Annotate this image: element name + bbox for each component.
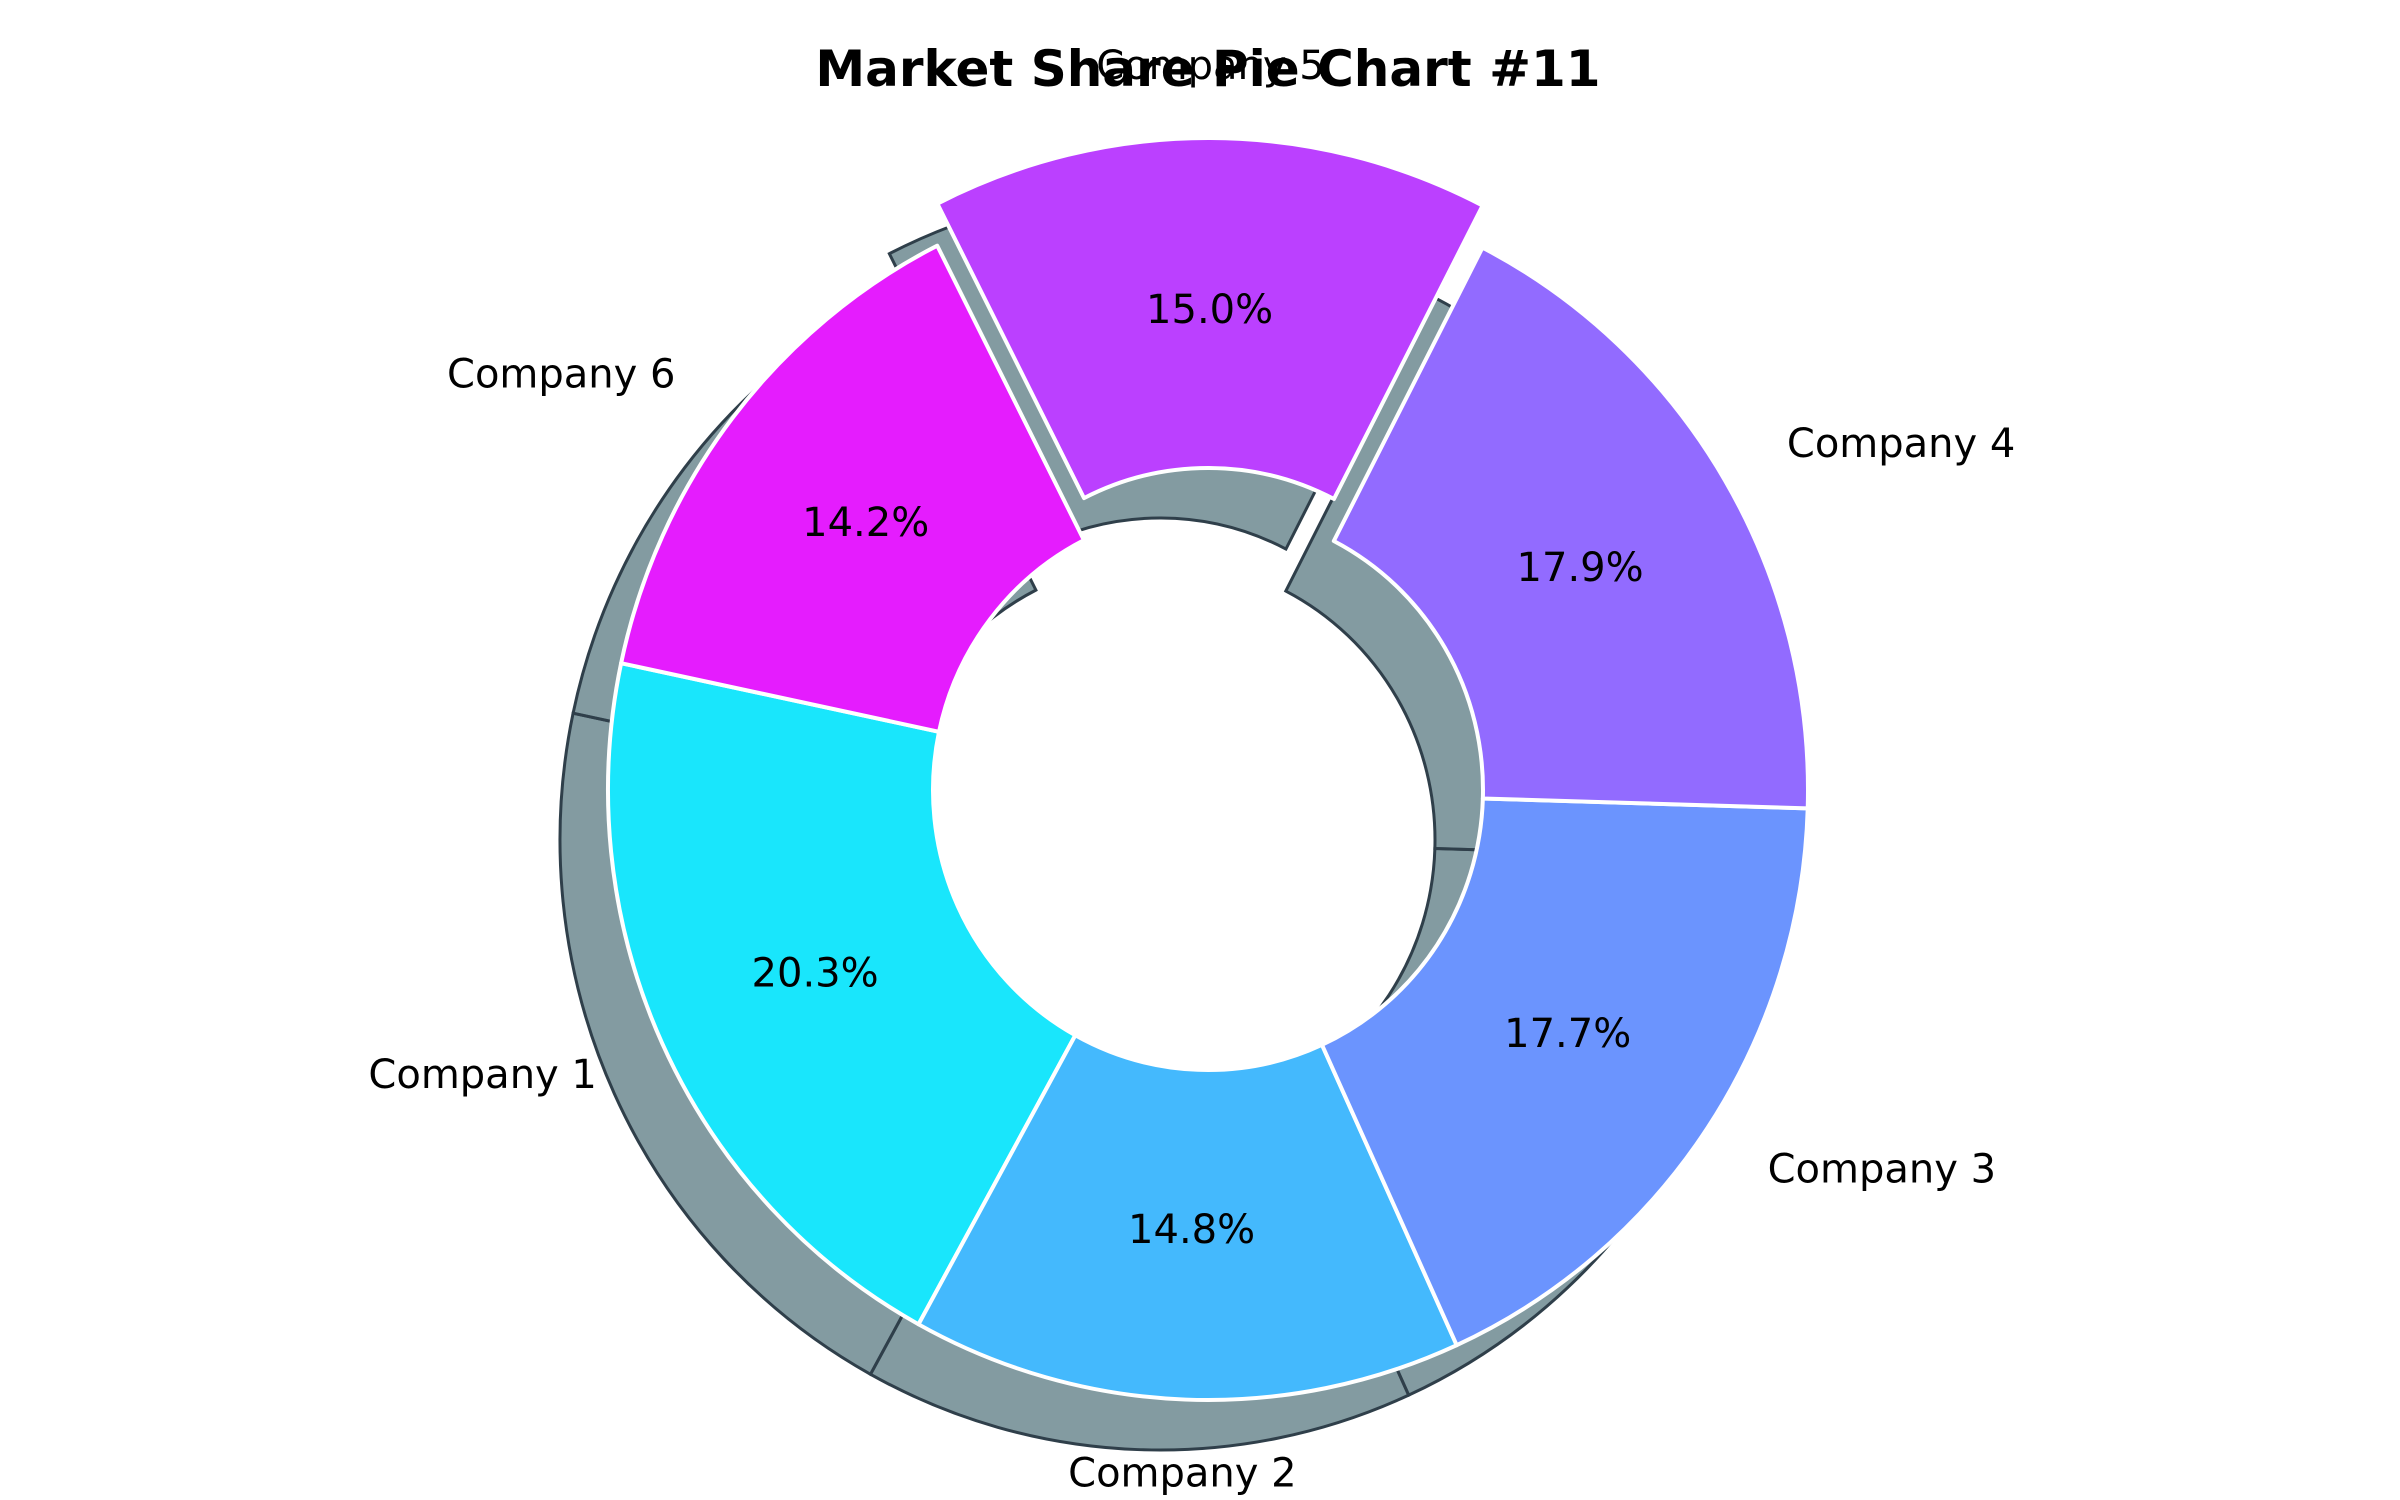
label-layer: 20.3% Company 1 14.8% Company 2 17.7% Company… [368, 43, 2015, 1497]
slice-2 [916, 1033, 1459, 1402]
category-label-1: Company 1 [368, 1052, 596, 1098]
slice-4 [1331, 245, 1811, 811]
pct-label-4: 17.9% [1517, 545, 1644, 591]
pct-label-3: 17.7% [1504, 1011, 1631, 1057]
slice-layer [606, 136, 1811, 1402]
category-label-6: Company 6 [447, 351, 675, 397]
slice-6 [619, 243, 1086, 734]
chart-title: Market Share Pie Chart #11 [815, 40, 1600, 98]
pct-label-6: 14.2% [802, 500, 929, 546]
pct-label-2: 14.8% [1128, 1207, 1255, 1253]
category-label-2: Company 2 [1068, 1451, 1296, 1497]
slice-3 [1319, 796, 1810, 1348]
category-label-3: Company 3 [1768, 1146, 1996, 1192]
slice-1 [606, 661, 1078, 1327]
category-label-5: Company 5 [1096, 43, 1324, 89]
slice-5 [935, 136, 1485, 502]
pct-label-1: 20.3% [752, 951, 879, 997]
category-label-4: Company 4 [1787, 421, 2015, 467]
pct-label-5: 15.0% [1146, 287, 1273, 333]
